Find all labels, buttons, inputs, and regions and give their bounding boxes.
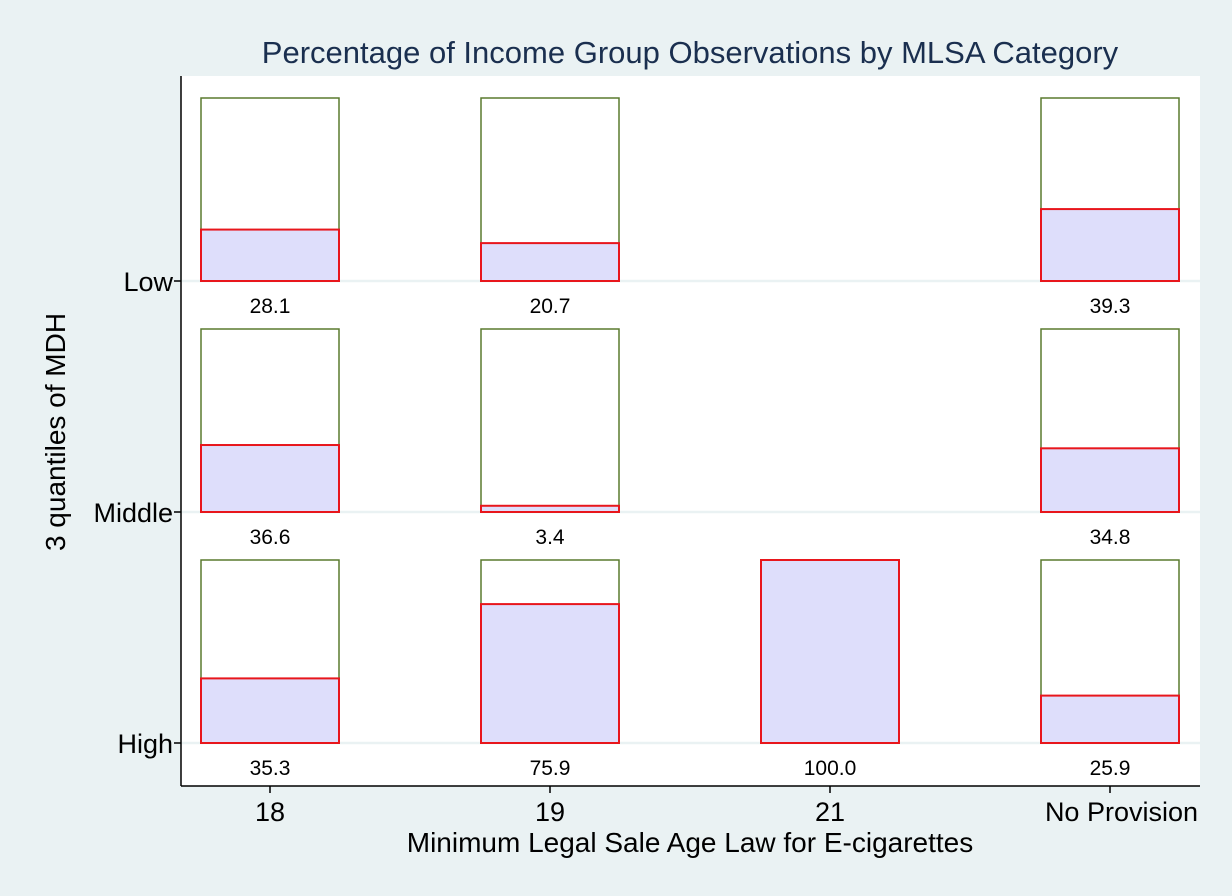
bar-low-19 <box>480 242 620 283</box>
data-label-middle-18: 36.6 <box>250 526 291 549</box>
x-tick-label-18: 18 <box>255 797 285 827</box>
x-tick-label-21: 21 <box>815 797 845 827</box>
data-label-high-19: 75.9 <box>530 757 571 780</box>
bar-middle-no-provision <box>1040 447 1180 514</box>
y-tick-label-high: High <box>117 729 173 759</box>
data-label-high-no-provision: 25.9 <box>1090 757 1131 780</box>
data-label-low-18: 28.1 <box>250 295 291 318</box>
x-tick-label-19: 19 <box>535 797 565 827</box>
tick-labels: Low Middle High 18 19 21 No Provision <box>93 267 1198 827</box>
x-tick-label-no-provision: No Provision <box>1045 797 1198 827</box>
bar-high-21 <box>760 559 900 744</box>
bar-marks: 28.1 20.7 39.3 36.6 3.4 34.8 35.3 75.9 100.0 25.9 <box>200 97 1180 780</box>
axes <box>174 76 1200 793</box>
x-axis-label: Minimum Legal Sale Age Law for E-cigaret… <box>407 827 974 858</box>
y-tick-label-low: Low <box>123 267 173 297</box>
data-label-middle-19: 3.4 <box>535 526 565 549</box>
bar-high-18 <box>200 677 340 744</box>
bar-middle-18 <box>200 444 340 513</box>
bar-low-18 <box>200 228 340 282</box>
data-label-low-19: 20.7 <box>530 295 571 318</box>
y-tick-label-middle: Middle <box>93 498 173 528</box>
y-axis-label: 3 quantiles of MDH <box>40 313 71 551</box>
data-label-high-21: 100.0 <box>804 757 857 780</box>
plot-area <box>181 76 1200 786</box>
bar-low-no-provision <box>1040 208 1180 282</box>
gridlines <box>181 279 1200 745</box>
data-label-middle-no-provision: 34.8 <box>1090 526 1131 549</box>
bar-middle-19 <box>480 504 620 514</box>
data-label-low-no-provision: 39.3 <box>1090 295 1131 318</box>
bar-high-no-provision <box>1040 694 1180 745</box>
chart-title: Percentage of Income Group Observations … <box>262 35 1119 70</box>
bar-high-19 <box>480 603 620 745</box>
data-label-high-18: 35.3 <box>250 757 291 780</box>
